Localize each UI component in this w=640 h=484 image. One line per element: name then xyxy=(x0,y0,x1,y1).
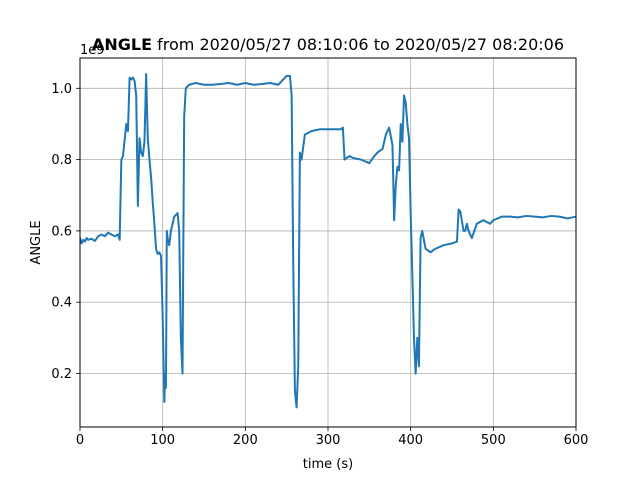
x-axis-ticks: 0 100 200 300 400 500 600 xyxy=(76,427,589,448)
y-tick-label: 0.8 xyxy=(51,153,72,168)
chart-title-rest: from 2020/05/27 08:10:06 to 2020/05/27 0… xyxy=(152,35,564,54)
y-tick-label: 1.0 xyxy=(51,82,72,97)
x-tick-label: 500 xyxy=(481,433,506,448)
x-tick-label: 0 xyxy=(76,433,84,448)
y-offset-label: 1e9 xyxy=(80,43,105,58)
x-tick-label: 400 xyxy=(398,433,423,448)
x-axis-label: time (s) xyxy=(303,457,353,472)
x-tick-label: 600 xyxy=(564,433,589,448)
y-tick-label: 0.6 xyxy=(51,224,72,239)
x-tick-label: 300 xyxy=(316,433,341,448)
y-axis-label: ANGLE xyxy=(29,220,44,264)
y-axis-ticks: 0.2 0.4 0.6 0.8 1.0 xyxy=(51,82,80,382)
chart-title-bold: ANGLE xyxy=(92,35,152,54)
y-tick-label: 0.2 xyxy=(51,367,72,382)
x-tick-label: 100 xyxy=(150,433,175,448)
series-line xyxy=(80,73,576,409)
x-tick-label: 200 xyxy=(233,433,258,448)
chart-title: ANGLE from 2020/05/27 08:10:06 to 2020/0… xyxy=(92,35,564,54)
y-tick-label: 0.4 xyxy=(51,296,72,311)
